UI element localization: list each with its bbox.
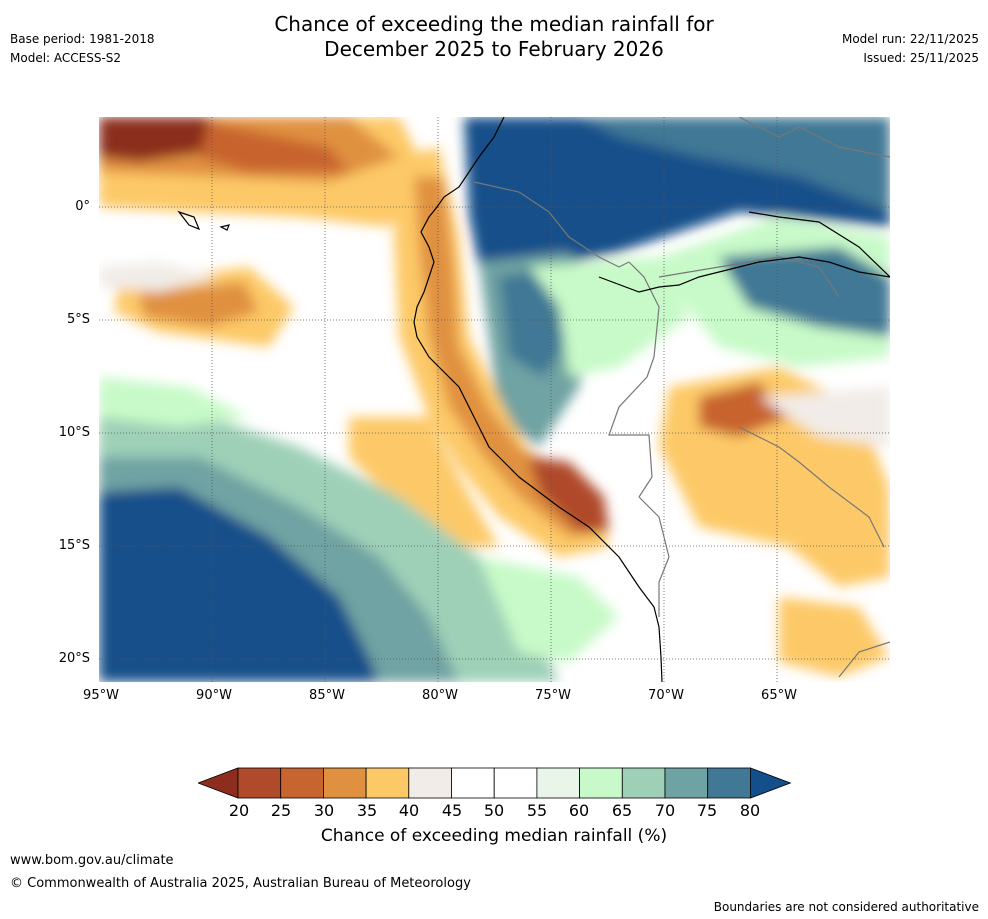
river-negro [748, 211, 890, 278]
colorbar-segment [664, 767, 709, 799]
river-amazon [598, 256, 890, 293]
zone-40-45-west [99, 262, 219, 292]
border-peru-brazil [608, 261, 660, 498]
colorbar-segment [237, 767, 282, 799]
lon-label-90w: 90°W [196, 688, 232, 703]
colorbar-title: Chance of exceeding median rainfall (%) [320, 826, 668, 846]
zone-35-40-peru [349, 417, 499, 547]
colorbar-extend-high [750, 767, 792, 799]
disclaimer-text: Boundaries are not considered authoritat… [713, 900, 979, 914]
colorbar-segment [408, 767, 452, 799]
colorbar-extend-low [198, 767, 239, 799]
cb-tick-55: 55 [526, 801, 548, 820]
lat-label-15s: 15°S [58, 538, 90, 553]
zone-20-25-north [99, 117, 209, 162]
cb-tick-50: 50 [483, 801, 505, 820]
colorbar-segment [365, 767, 410, 799]
border-peru-bolivia [638, 496, 670, 558]
border-venezuela [738, 117, 890, 158]
model-run-label: Model run: 22/11/2025 [841, 32, 979, 46]
cb-tick-80: 80 [739, 801, 761, 820]
map-title: Chance of exceeding the median rainfall … [0, 12, 988, 62]
zone-60-65-south-coast [479, 557, 619, 662]
model-label: Model: ACCESS-S2 [10, 51, 122, 65]
cb-tick-40: 40 [398, 801, 420, 820]
colorbar-segment [280, 767, 324, 799]
country-borders [473, 117, 890, 678]
border-brazil-colombia [658, 256, 840, 298]
zone-25-30-north [199, 122, 349, 172]
lon-label-65w: 65°W [761, 688, 797, 703]
lat-label-20s: 20°S [58, 651, 90, 666]
cb-tick-45: 45 [441, 801, 463, 820]
colorbar-segment [579, 767, 623, 799]
lat-label-10s: 10°S [58, 425, 90, 440]
coastline [177, 117, 890, 682]
copyright-text: © Commonwealth of Australia 2025, Austra… [10, 876, 471, 891]
cb-tick-20: 20 [228, 801, 250, 820]
cb-tick-35: 35 [356, 801, 378, 820]
lon-label-80w: 80°W [422, 688, 458, 703]
border-paraguay [838, 641, 890, 678]
zone-25-30-inland [699, 382, 789, 437]
galapagos-islet [219, 224, 230, 231]
colorbar-segment [621, 767, 666, 799]
lon-label-75w: 75°W [535, 688, 571, 703]
base-period-label: Base period: 1981-2018 [10, 32, 155, 46]
map-canvas [99, 117, 890, 682]
border-colombia-ecuador [473, 181, 630, 268]
cb-tick-25: 25 [270, 801, 292, 820]
rainfall-map [99, 117, 890, 682]
colorbar-segment [451, 767, 495, 799]
galapagos-island [177, 210, 201, 231]
zone-75-80-ne [579, 117, 890, 212]
cb-tick-60: 60 [568, 801, 590, 820]
lon-label-70w: 70°W [648, 688, 684, 703]
website-link[interactable]: www.bom.gov.au/climate [10, 853, 174, 868]
cb-tick-75: 75 [696, 801, 718, 820]
lon-label-95w: 95°W [83, 688, 119, 703]
cb-tick-70: 70 [654, 801, 676, 820]
zone-40-45-east [759, 387, 890, 447]
zone-25-30-coast [529, 457, 609, 532]
zone-75-80-east [719, 247, 890, 337]
cb-tick-65: 65 [611, 801, 633, 820]
zone-80-sw [99, 487, 379, 682]
graticule [99, 117, 890, 682]
lat-label-0: 0° [75, 199, 90, 214]
colorbar-segment [707, 767, 751, 799]
lat-label-5s: 5°S [66, 312, 90, 327]
colorbar-segment [493, 767, 538, 799]
zone-60-65-west [99, 377, 249, 427]
title-line-1: Chance of exceeding the median rainfall … [274, 12, 714, 36]
title-line-2: December 2025 to February 2026 [324, 37, 664, 61]
colorbar [198, 767, 792, 799]
colorbar-segment [536, 767, 580, 799]
lon-label-85w: 85°W [309, 688, 345, 703]
zone-35-40-south [779, 597, 889, 677]
cb-tick-30: 30 [313, 801, 335, 820]
zone-30-35-west [139, 282, 259, 327]
rainfall-field [99, 117, 890, 682]
border-bolivia-brazil [738, 426, 885, 548]
border-chile-bolivia [658, 556, 670, 617]
colorbar-segments [198, 767, 792, 799]
colorbar-segment [323, 767, 367, 799]
coast-pacific [413, 117, 663, 682]
issued-label: Issued: 25/11/2025 [863, 51, 979, 65]
